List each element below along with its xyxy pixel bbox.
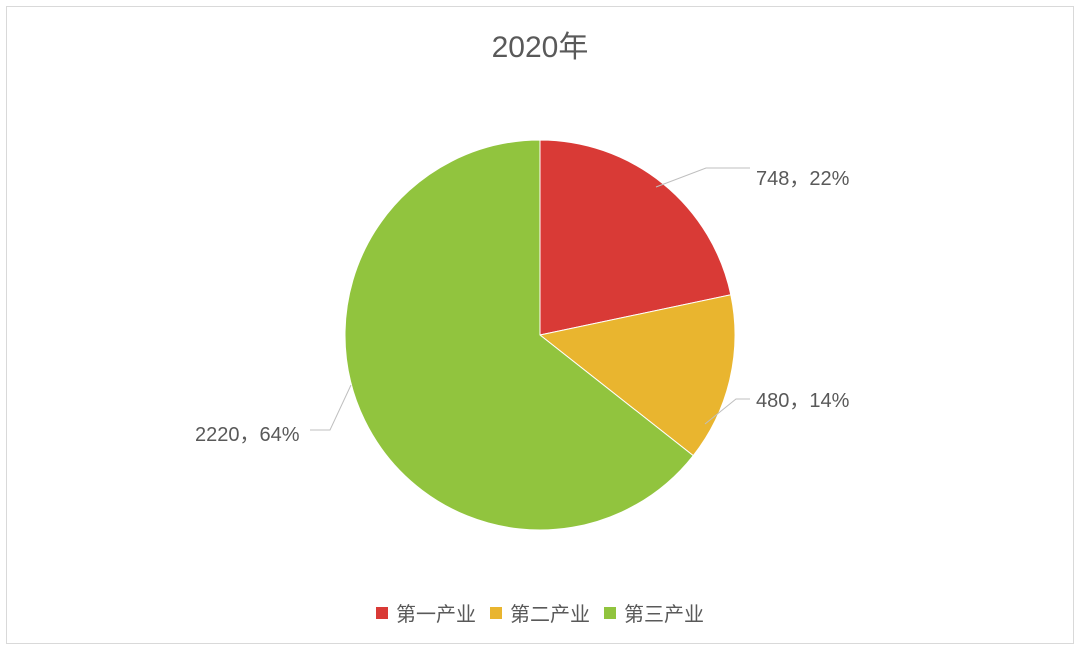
legend-label-0: 第一产业 (396, 598, 476, 627)
legend-swatch-2 (604, 607, 616, 619)
leader-line-0 (656, 168, 750, 187)
data-label-2: 2220，64% (195, 418, 300, 447)
leader-line-2 (310, 385, 351, 430)
data-label-0: 748，22% (756, 162, 849, 191)
pie-chart (0, 0, 1080, 649)
legend-item-1: 第二产业 (490, 598, 590, 627)
legend-item-0: 第一产业 (376, 598, 476, 627)
data-label-1: 480，14% (756, 384, 849, 413)
legend-label-1: 第二产业 (510, 598, 590, 627)
legend-swatch-0 (376, 607, 388, 619)
legend-swatch-1 (490, 607, 502, 619)
legend: 第一产业 第二产业 第三产业 (0, 598, 1080, 627)
legend-label-2: 第三产业 (624, 598, 704, 627)
legend-item-2: 第三产业 (604, 598, 704, 627)
